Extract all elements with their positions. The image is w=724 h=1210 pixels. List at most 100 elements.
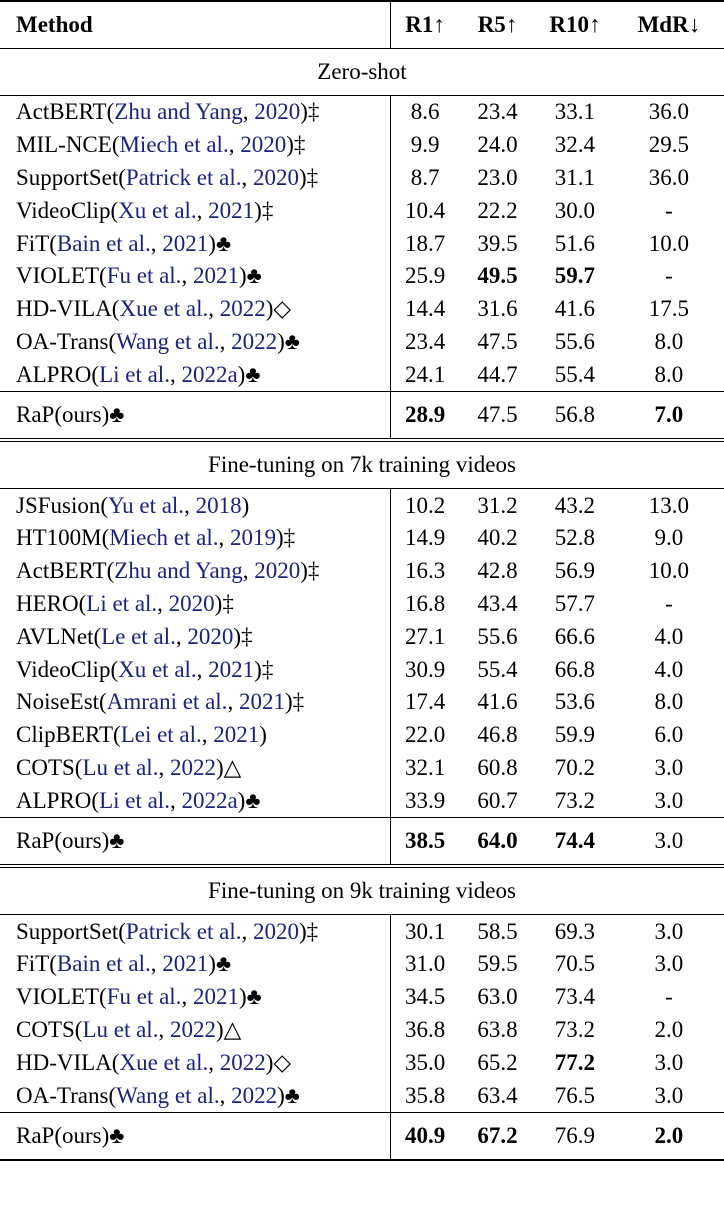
method-cell: VideoClip(Xu et al., 2021)‡	[0, 194, 392, 228]
citation-year-link[interactable]: 2022a	[181, 361, 238, 387]
r5-cell: 39.5	[477, 230, 518, 256]
r10-cell: 55.4	[554, 361, 596, 387]
citation-link[interactable]: Lei et al.	[120, 722, 202, 748]
r1-cell: 10.4	[404, 197, 446, 223]
citation-link[interactable]: Zhu and Yang	[114, 99, 243, 125]
method-name: HD-VILA(	[16, 296, 120, 322]
citation-link[interactable]: Xu et al.	[118, 656, 197, 682]
citation-year-link[interactable]: 2021	[162, 230, 209, 256]
method-cell: FiT(Bain et al., 2021)♣	[0, 947, 392, 981]
mdr-cell: 9.0	[654, 525, 684, 551]
method-marker: )‡	[300, 558, 320, 584]
citation-link[interactable]: Patrick et al.	[125, 164, 242, 190]
citation-year-link[interactable]: 2022	[231, 328, 278, 354]
citation-link[interactable]: Li et al.	[99, 361, 170, 387]
citation-link[interactable]: Miech et al.	[119, 132, 229, 158]
citation-year-link[interactable]: 2020	[254, 99, 301, 125]
mdr-cell: -	[665, 590, 673, 616]
citation-year-link[interactable]: 2020	[240, 132, 287, 158]
section-header-row: Zero-shot	[0, 48, 724, 96]
method-marker: )‡	[284, 689, 305, 715]
method-cell: VIOLET(Fu et al., 2021)♣	[0, 980, 392, 1014]
mdr-cell: 8.0	[654, 689, 684, 715]
citation-year-link[interactable]: 2020	[187, 623, 234, 649]
citation-separator: ,	[181, 263, 193, 289]
section-title: Fine-tuning on 7k training videos	[0, 438, 724, 490]
citation-link[interactable]: Patrick et al.	[125, 918, 242, 944]
method-marker: )‡	[254, 656, 274, 682]
citation-year-link[interactable]: 2022a	[181, 787, 238, 813]
method-name: OA-Trans(	[16, 1082, 117, 1108]
mdr-cell: 8.0	[654, 361, 684, 387]
r1-cell: 35.8	[404, 1082, 446, 1108]
mdr-header: MdR↓	[613, 0, 724, 49]
method-marker: )♣	[238, 263, 262, 289]
table-row: VideoClip(Xu et al., 2021)‡ 10.4 22.2 30.0 -	[0, 194, 724, 228]
citation-year-link[interactable]: 2021	[162, 951, 209, 977]
citation-link[interactable]: Fu et al.	[106, 263, 182, 289]
method-marker: )‡	[300, 99, 320, 125]
citation-separator: ,	[150, 951, 163, 977]
table-body: Zero-shot ActBERT(Zhu and Yang, 2020)‡ 8.6…	[0, 48, 724, 1161]
citation-year-link[interactable]: 2021	[208, 656, 255, 682]
citation-link[interactable]: Miech et al.	[109, 525, 219, 551]
citation-year-link[interactable]: 2022	[231, 1082, 278, 1108]
method-cell: NoiseEst(Amrani et al., 2021)‡	[0, 685, 392, 719]
r5-cell: 47.5	[459, 391, 536, 441]
mdr-cell: 8.0	[654, 328, 684, 354]
citation-year-link[interactable]: 2021	[208, 197, 255, 223]
citation-link[interactable]: Amrani et al.	[106, 689, 228, 715]
method-name: RaP(ours)♣	[0, 817, 392, 867]
citation-link[interactable]: Wang et al.	[116, 328, 220, 354]
citation-link[interactable]: Yu et al.	[108, 492, 185, 518]
method-cell: ActBERT(Zhu and Yang, 2020)‡	[0, 554, 392, 588]
citation-link[interactable]: Bain et al.	[56, 230, 151, 256]
citation-link[interactable]: Lu et al.	[82, 1016, 159, 1042]
citation-link[interactable]: Wang et al.	[116, 1082, 220, 1108]
citation-link[interactable]: Zhu and Yang	[114, 558, 243, 584]
r1-cell: 31.0	[404, 951, 446, 977]
citation-separator: ,	[196, 656, 209, 682]
citation-year-link[interactable]: 2020	[253, 164, 299, 190]
method-name: JSFusion(	[16, 492, 109, 518]
citation-link[interactable]: Xu et al.	[118, 197, 197, 223]
citation-year-link[interactable]: 2021	[192, 263, 239, 289]
citation-year-link[interactable]: 2022	[169, 1016, 216, 1042]
r5-cell: 43.4	[477, 590, 518, 616]
citation-year-link[interactable]: 2022	[219, 1049, 266, 1075]
method-name: SupportSet(	[16, 918, 126, 944]
citation-link[interactable]: Lu et al.	[82, 754, 159, 780]
r10-cell: 73.4	[554, 984, 596, 1010]
citation-link[interactable]: Li et al.	[86, 590, 158, 616]
citation-year-link[interactable]: 2020	[168, 590, 215, 616]
r1-cell: 8.6	[410, 99, 440, 125]
citation-link[interactable]: Li et al.	[99, 787, 170, 813]
r10-cell: 59.9	[554, 722, 596, 748]
r1-cell: 23.4	[404, 328, 446, 354]
section-title: Fine-tuning on 9k training videos	[0, 864, 724, 916]
citation-year-link[interactable]: 2022	[219, 296, 266, 322]
citation-year-link[interactable]: 2022	[169, 754, 216, 780]
citation-link[interactable]: Bain et al.	[56, 951, 151, 977]
method-marker: )♣	[208, 951, 232, 977]
citation-year-link[interactable]: 2021	[238, 689, 285, 715]
r10-header: R10↑	[536, 0, 614, 49]
citation-separator: ,	[201, 722, 214, 748]
method-cell: SupportSet(Patrick et al., 2020)‡	[0, 161, 392, 195]
citation-link[interactable]: Le et al.	[101, 623, 176, 649]
citation-link[interactable]: Xue et al.	[119, 1049, 209, 1075]
citation-year-link[interactable]: 2020	[253, 918, 299, 944]
citation-year-link[interactable]: 2018	[195, 492, 242, 518]
citation-link[interactable]: Xue et al.	[119, 296, 209, 322]
mdr-cell: 3.0	[654, 754, 684, 780]
table-row: COTS(Lu et al., 2022)△ 36.8 63.8 73.2 2.0	[0, 1013, 724, 1047]
citation-year-link[interactable]: 2020	[254, 558, 301, 584]
citation-link[interactable]: Fu et al.	[106, 984, 182, 1010]
citation-year-link[interactable]: 2021	[192, 984, 239, 1010]
method-marker: )♣	[238, 984, 262, 1010]
mdr-cell: 10.0	[648, 230, 690, 256]
citation-year-link[interactable]: 2021	[213, 722, 260, 748]
citation-year-link[interactable]: 2019	[230, 525, 276, 551]
table-row: ActBERT(Zhu and Yang, 2020)‡ 16.3 42.8 56.9…	[0, 554, 724, 588]
citation-separator: ,	[158, 1016, 170, 1042]
